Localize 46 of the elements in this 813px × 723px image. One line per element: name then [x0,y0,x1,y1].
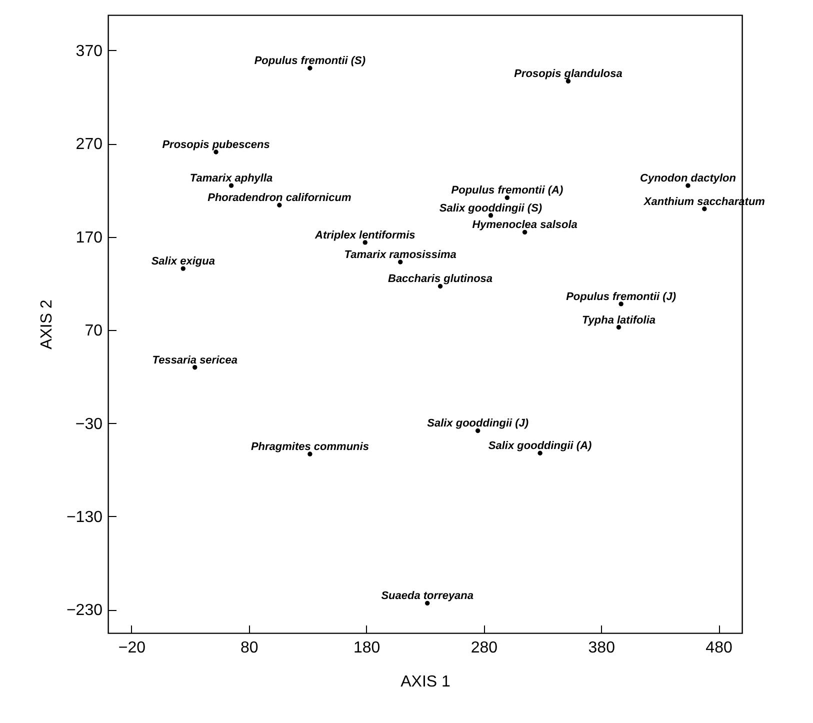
point [398,260,403,264]
data-label: Salix gooddingii (J) [427,418,529,430]
data-label: Populus fremontii (A) [451,184,564,197]
y-tick-label: −30 [75,416,103,433]
data-label: Tamarix aphylla [190,172,273,185]
x-tick-label: 380 [588,640,616,656]
data-label: Atriplex lentiformis [314,229,416,242]
data-label: Cynodon dactylon [640,172,736,185]
x-tick-label: −20 [118,640,146,656]
point [308,66,312,70]
point [686,183,690,188]
data-label: Populus fremontii (S) [254,55,366,68]
y-tick-label: 70 [84,322,103,340]
data-label: Populus fremontii (J) [566,290,676,303]
data-label: Suaeda torreyana [381,590,474,602]
point [438,284,443,289]
y-tick-label: 370 [76,42,103,60]
data-label: Phragmites communis [250,441,369,454]
point [192,365,198,370]
data-label: Typha latifolia [582,314,656,326]
x-tick-label: 280 [470,640,498,656]
x-tick-label: 180 [353,640,380,656]
y-tick-label: 170 [76,229,103,246]
x-axis-title: AXIS 1 [400,674,450,690]
data-label: Phoradendron californicum [208,192,352,204]
point [277,202,282,208]
point [228,183,234,188]
x-tick-label: 480 [706,640,732,656]
y-axis-title: AXIS 2 [38,300,56,350]
data-label: Baccharis glutinosa [388,273,493,286]
point [362,240,368,245]
data-label: Tamarix ramosissima [344,249,456,262]
y-tick-label: 270 [76,136,103,154]
data-label: Prosopis pubescens [162,139,270,152]
data-label: Salix gooddingii (A) [488,440,592,452]
y-tick-label: −130 [66,508,103,526]
y-tick-label: −230 [66,602,103,620]
data-label: Salix gooddingii (S) [439,202,542,214]
data-label: Prosopis glandulosa [514,68,622,80]
data-label: Hymenoclea salsola [472,219,578,232]
point [616,324,622,330]
x-tick-label: 80 [240,640,258,656]
data-label: Tessaria sericea [152,354,238,366]
point [618,302,624,306]
data-label: Salix exigua [151,256,215,268]
point [504,195,510,200]
